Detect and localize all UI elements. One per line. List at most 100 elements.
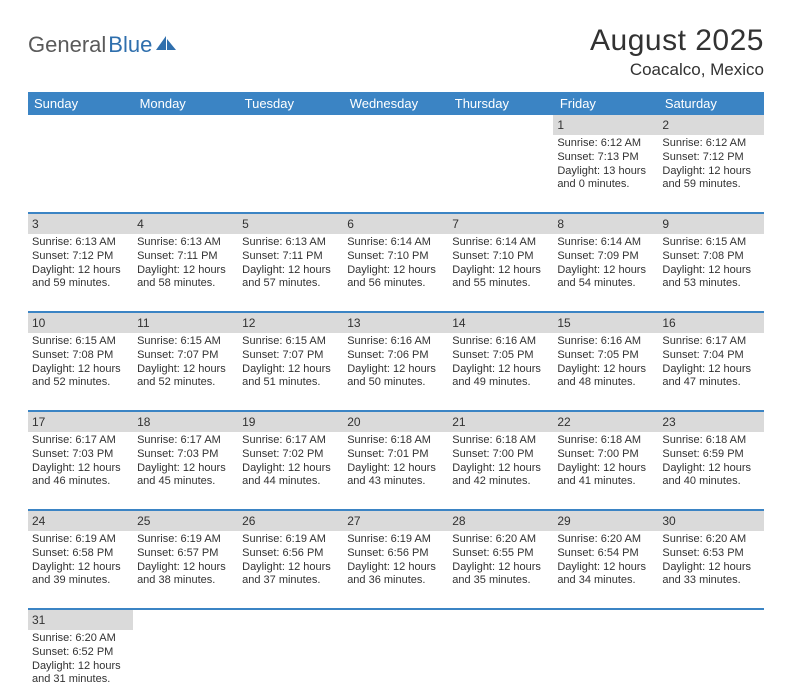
daylight-text: Daylight: 12 hours: [32, 264, 129, 278]
daynum-cell: 8: [553, 213, 658, 234]
day-number: 15: [557, 316, 570, 330]
daylight-text: and 46 minutes.: [32, 475, 129, 489]
daynum-cell: [448, 609, 553, 630]
day-cell: Sunrise: 6:19 AMSunset: 6:57 PMDaylight:…: [133, 531, 238, 609]
daynum-cell: 26: [238, 510, 343, 531]
daylight-text: Daylight: 12 hours: [452, 264, 549, 278]
day-details: Sunrise: 6:17 AMSunset: 7:03 PMDaylight:…: [32, 434, 129, 489]
day-cell: Sunrise: 6:14 AMSunset: 7:09 PMDaylight:…: [553, 234, 658, 312]
daynum-row: 12: [28, 115, 764, 135]
day-cell: Sunrise: 6:20 AMSunset: 6:55 PMDaylight:…: [448, 531, 553, 609]
day-details: Sunrise: 6:14 AMSunset: 7:09 PMDaylight:…: [557, 236, 654, 291]
sunset-text: Sunset: 6:54 PM: [557, 547, 654, 561]
sunrise-text: Sunrise: 6:18 AM: [347, 434, 444, 448]
day-number: 13: [347, 316, 360, 330]
sunrise-text: Sunrise: 6:12 AM: [557, 137, 654, 151]
daylight-text: and 42 minutes.: [452, 475, 549, 489]
daylight-text: and 34 minutes.: [557, 574, 654, 588]
daylight-text: and 43 minutes.: [347, 475, 444, 489]
day-cell: [448, 630, 553, 691]
daynum-cell: 10: [28, 312, 133, 333]
daylight-text: and 0 minutes.: [557, 178, 654, 192]
daynum-cell: 15: [553, 312, 658, 333]
sunset-text: Sunset: 7:08 PM: [662, 250, 759, 264]
day-cell: [553, 630, 658, 691]
day-cell: Sunrise: 6:20 AMSunset: 6:52 PMDaylight:…: [28, 630, 133, 691]
day-cell: [343, 135, 448, 213]
col-thu: Thursday: [448, 92, 553, 115]
day-number: 19: [242, 415, 255, 429]
sunset-text: Sunset: 6:55 PM: [452, 547, 549, 561]
daylight-text: and 36 minutes.: [347, 574, 444, 588]
sunset-text: Sunset: 7:03 PM: [32, 448, 129, 462]
daynum-cell: 17: [28, 411, 133, 432]
sunset-text: Sunset: 7:10 PM: [452, 250, 549, 264]
day-details: Sunrise: 6:16 AMSunset: 7:05 PMDaylight:…: [557, 335, 654, 390]
day-cell: Sunrise: 6:12 AMSunset: 7:12 PMDaylight:…: [658, 135, 763, 213]
sunset-text: Sunset: 6:53 PM: [662, 547, 759, 561]
daynum-cell: 6: [343, 213, 448, 234]
daylight-text: Daylight: 12 hours: [662, 264, 759, 278]
sunrise-text: Sunrise: 6:14 AM: [347, 236, 444, 250]
logo-text-2: Blue: [108, 32, 152, 58]
daynum-row: 10111213141516: [28, 312, 764, 333]
sunset-text: Sunset: 6:56 PM: [347, 547, 444, 561]
daynum-cell: 25: [133, 510, 238, 531]
week-row: Sunrise: 6:12 AMSunset: 7:13 PMDaylight:…: [28, 135, 764, 213]
day-details: Sunrise: 6:18 AMSunset: 7:00 PMDaylight:…: [452, 434, 549, 489]
day-cell: Sunrise: 6:15 AMSunset: 7:07 PMDaylight:…: [238, 333, 343, 411]
day-details: Sunrise: 6:18 AMSunset: 7:00 PMDaylight:…: [557, 434, 654, 489]
sunset-text: Sunset: 7:01 PM: [347, 448, 444, 462]
day-details: Sunrise: 6:18 AMSunset: 7:01 PMDaylight:…: [347, 434, 444, 489]
sunrise-text: Sunrise: 6:19 AM: [347, 533, 444, 547]
daylight-text: Daylight: 12 hours: [452, 561, 549, 575]
sunrise-text: Sunrise: 6:15 AM: [32, 335, 129, 349]
daylight-text: Daylight: 12 hours: [452, 462, 549, 476]
daynum-cell: 29: [553, 510, 658, 531]
day-cell: Sunrise: 6:18 AMSunset: 7:00 PMDaylight:…: [448, 432, 553, 510]
day-number: 1: [557, 118, 564, 132]
day-number: 25: [137, 514, 150, 528]
sunset-text: Sunset: 7:02 PM: [242, 448, 339, 462]
day-cell: Sunrise: 6:13 AMSunset: 7:11 PMDaylight:…: [238, 234, 343, 312]
daynum-cell: 24: [28, 510, 133, 531]
daylight-text: Daylight: 12 hours: [347, 264, 444, 278]
calendar-table: Sunday Monday Tuesday Wednesday Thursday…: [28, 92, 764, 691]
calendar-page: GeneralBlue August 2025 Coacalco, Mexico…: [0, 0, 792, 691]
day-cell: Sunrise: 6:19 AMSunset: 6:56 PMDaylight:…: [238, 531, 343, 609]
daylight-text: and 44 minutes.: [242, 475, 339, 489]
logo-text-1: General: [28, 32, 106, 58]
day-details: Sunrise: 6:17 AMSunset: 7:02 PMDaylight:…: [242, 434, 339, 489]
col-sun: Sunday: [28, 92, 133, 115]
week-row: Sunrise: 6:13 AMSunset: 7:12 PMDaylight:…: [28, 234, 764, 312]
daynum-cell: 11: [133, 312, 238, 333]
daylight-text: Daylight: 12 hours: [242, 363, 339, 377]
sunset-text: Sunset: 7:08 PM: [32, 349, 129, 363]
daynum-cell: [448, 115, 553, 135]
sunset-text: Sunset: 7:09 PM: [557, 250, 654, 264]
day-details: Sunrise: 6:19 AMSunset: 6:56 PMDaylight:…: [242, 533, 339, 588]
day-number: 9: [662, 217, 669, 231]
daylight-text: Daylight: 12 hours: [347, 462, 444, 476]
daylight-text: Daylight: 12 hours: [662, 561, 759, 575]
day-details: Sunrise: 6:17 AMSunset: 7:03 PMDaylight:…: [137, 434, 234, 489]
daylight-text: Daylight: 12 hours: [347, 561, 444, 575]
daynum-cell: 12: [238, 312, 343, 333]
logo-sail-icon: [156, 36, 178, 57]
sunrise-text: Sunrise: 6:18 AM: [662, 434, 759, 448]
day-number: 23: [662, 415, 675, 429]
day-details: Sunrise: 6:20 AMSunset: 6:54 PMDaylight:…: [557, 533, 654, 588]
col-sat: Saturday: [658, 92, 763, 115]
sunset-text: Sunset: 7:05 PM: [452, 349, 549, 363]
sunrise-text: Sunrise: 6:12 AM: [662, 137, 759, 151]
daylight-text: Daylight: 12 hours: [557, 264, 654, 278]
daynum-cell: [658, 609, 763, 630]
daylight-text: Daylight: 12 hours: [242, 561, 339, 575]
col-fri: Friday: [553, 92, 658, 115]
page-header: GeneralBlue August 2025 Coacalco, Mexico: [28, 24, 764, 80]
sunrise-text: Sunrise: 6:20 AM: [662, 533, 759, 547]
day-cell: Sunrise: 6:18 AMSunset: 7:01 PMDaylight:…: [343, 432, 448, 510]
day-number: 14: [452, 316, 465, 330]
sunrise-text: Sunrise: 6:13 AM: [137, 236, 234, 250]
daylight-text: and 40 minutes.: [662, 475, 759, 489]
